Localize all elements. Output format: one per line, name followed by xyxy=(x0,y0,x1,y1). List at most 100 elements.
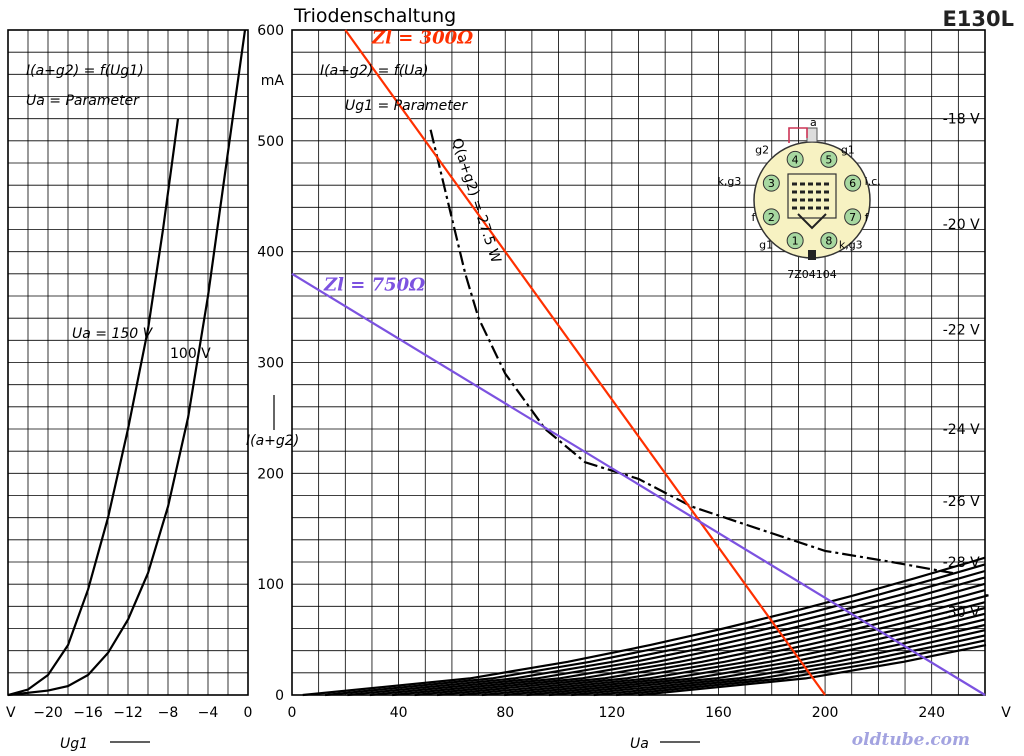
curve-ug1-22v xyxy=(548,623,986,697)
pin-4-label: g2 xyxy=(755,143,769,156)
load-label-300: Zl = 300Ω xyxy=(371,27,473,48)
ug1-label: -24 V xyxy=(943,422,980,438)
right-grid xyxy=(291,29,986,696)
right-curves xyxy=(291,29,989,697)
x-tick-label: 200 xyxy=(812,705,839,721)
y-axis-label: I(a+g2) xyxy=(246,433,299,449)
ug1-label: -18 V xyxy=(943,112,980,128)
pin-2-label: f xyxy=(751,211,756,224)
load-line-300 xyxy=(344,29,826,696)
pin-2-number: 2 xyxy=(768,211,775,224)
ug1-label: -20 V xyxy=(943,217,980,233)
pin-8 xyxy=(820,232,838,250)
curve-ug1-10v xyxy=(414,589,986,697)
series-ua-150v xyxy=(7,118,180,697)
pin-8-number: 8 xyxy=(825,235,832,248)
pin-1-number: 1 xyxy=(792,235,799,248)
filament xyxy=(797,213,827,230)
left-annotation-1: I(a+g2) = f(Ug1) xyxy=(26,63,144,79)
x-tick-label: 0 xyxy=(288,705,297,721)
anode-label: a xyxy=(810,116,817,129)
pin-7-number: 7 xyxy=(849,211,856,224)
y-unit: mA xyxy=(261,73,285,89)
pin-1 xyxy=(786,232,804,250)
watermark: oldtube.com xyxy=(852,730,970,750)
curve-ug1-24v xyxy=(571,629,986,697)
pin-3-label: k,g3 xyxy=(717,175,741,188)
curve-ug1-14v xyxy=(459,601,986,697)
series-label-ua-100v: 100 V xyxy=(170,346,211,362)
dissipation-curve xyxy=(429,129,954,575)
pin-5-number: 5 xyxy=(825,153,832,166)
pin-4-number: 4 xyxy=(792,153,799,166)
ug1-label: -22 V xyxy=(943,322,980,338)
curve-ug1-6v xyxy=(369,576,986,697)
left-curves xyxy=(7,29,247,697)
pin-5 xyxy=(820,150,838,168)
pin-6 xyxy=(844,174,862,192)
series-ua-100v xyxy=(7,29,247,697)
right-annotation-1: I(a+g2) = f(Ua) xyxy=(320,63,428,79)
x-tick-label: −20 xyxy=(33,705,63,721)
pin-5-label: g1 xyxy=(841,143,855,156)
pin-7-label: f xyxy=(865,211,870,224)
curve-ug1-16v xyxy=(481,606,986,697)
x-unit-right: V xyxy=(1001,705,1011,721)
curve-ug1-4v xyxy=(347,569,986,697)
y-tick-label: 200 xyxy=(257,466,284,482)
x-tick-label: 160 xyxy=(705,705,732,721)
pin-6-label: i.c. xyxy=(865,175,881,188)
tube-type: E130L xyxy=(942,7,1014,31)
series-label-ua-150v: Ua = 150 V xyxy=(72,326,154,342)
socket-code: 7Z04104 xyxy=(787,268,837,281)
page-title: Triodenschaltung xyxy=(293,5,456,27)
y-tick-label: 0 xyxy=(275,688,284,704)
left-grid xyxy=(7,29,249,696)
load-label-750: Zl = 750Ω xyxy=(323,274,425,295)
x-tick-label: −4 xyxy=(198,705,219,721)
x-tick-label: 80 xyxy=(496,705,514,721)
pin-7 xyxy=(844,208,862,226)
curve-ug1-20v xyxy=(526,618,986,697)
anode-cap xyxy=(806,127,818,143)
curve-ug1-18v xyxy=(504,612,986,697)
curve-ug1-8v xyxy=(392,582,986,697)
x-tick-label: 240 xyxy=(918,705,945,721)
ug1-label: -28 V xyxy=(943,555,980,571)
pin-8-label: k,g3 xyxy=(839,239,863,252)
x-tick-label: 0 xyxy=(244,705,253,721)
tube-envelope xyxy=(787,173,837,219)
x-tick-label: −8 xyxy=(158,705,179,721)
y-tick-label: 600 xyxy=(257,23,284,39)
x-tick-label: −12 xyxy=(113,705,143,721)
pin-1-label: g1 xyxy=(759,239,773,252)
ug1-label: -30 V xyxy=(943,605,980,621)
x-tick-label: 120 xyxy=(598,705,625,721)
y-tick-label: 500 xyxy=(257,134,284,150)
x-axis-label-right: Ua xyxy=(630,736,649,752)
x-unit-left: V xyxy=(6,705,16,721)
key-notch xyxy=(808,250,816,260)
curve-ug1-28v xyxy=(615,639,986,697)
left-frame xyxy=(7,29,249,696)
y-tick-label: 100 xyxy=(257,577,284,593)
curve-ug1-30v xyxy=(638,644,987,697)
ug1-label: -26 V xyxy=(943,494,980,510)
x-tick-label: −16 xyxy=(73,705,103,721)
curve-ug1-2v xyxy=(324,563,986,697)
curve-ug1-12v xyxy=(436,594,989,697)
pin-3 xyxy=(762,174,780,192)
y-tick-label: 300 xyxy=(257,356,284,372)
curve-ug1-26v xyxy=(593,634,986,697)
pin-3-number: 3 xyxy=(768,177,775,190)
right-annotation-2: Ug1 = Parameter xyxy=(345,98,468,114)
dissipation-label: Q(a+g2) = 27.5 W xyxy=(448,136,503,265)
pin-2 xyxy=(762,208,780,226)
left-annotation-2: Ua = Parameter xyxy=(26,93,140,109)
anode-lead xyxy=(788,127,808,143)
x-tick-label: 40 xyxy=(390,705,408,721)
pin-4 xyxy=(786,150,804,168)
